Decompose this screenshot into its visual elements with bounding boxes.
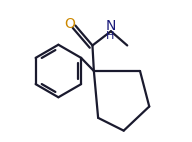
Text: H: H bbox=[106, 31, 114, 40]
Text: N: N bbox=[106, 19, 116, 33]
Text: O: O bbox=[64, 17, 75, 31]
